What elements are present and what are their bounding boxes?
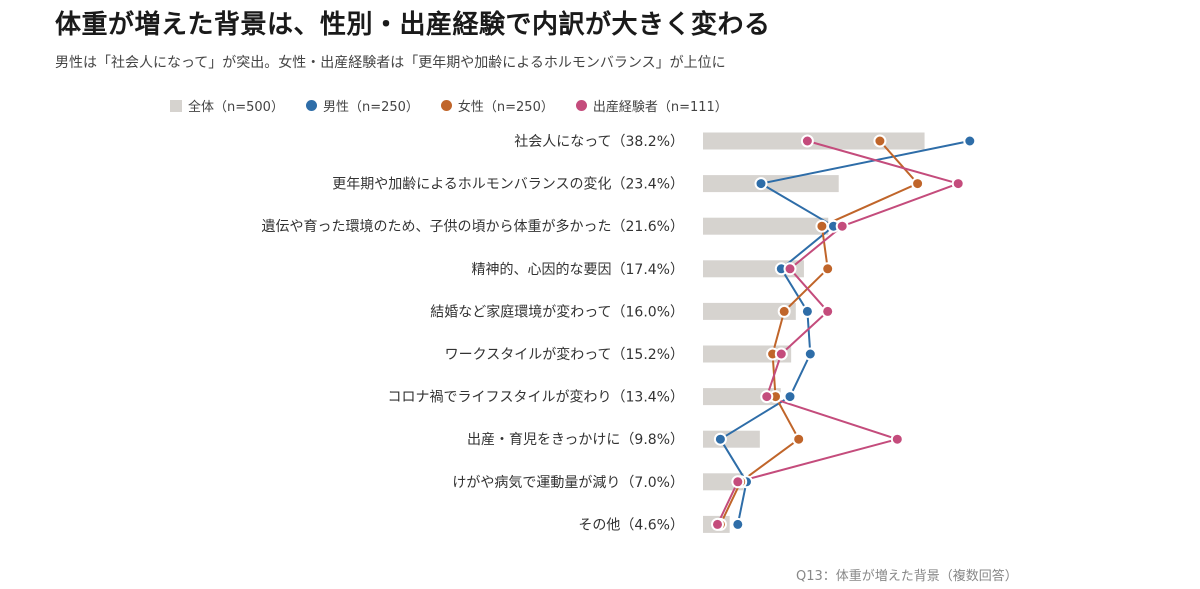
- bar-total: [703, 175, 839, 193]
- line-childbirth: [716, 140, 960, 525]
- line-female: [719, 140, 919, 525]
- legend-label-total: 全体（n=500）: [188, 100, 284, 115]
- point-childbirth: [821, 304, 835, 318]
- category-label: 社会人になって（38.2%）: [514, 134, 684, 150]
- point-male: [731, 517, 745, 531]
- point-childbirth: [835, 219, 849, 233]
- category-label: 遺伝や育った環境のため、子供の頃から体重が多かった（21.6%）: [262, 218, 684, 235]
- legend-item-female: 女性（n=250）: [440, 96, 554, 115]
- point-childbirth: [760, 390, 774, 404]
- line-male: [719, 140, 970, 525]
- point-female: [815, 219, 829, 233]
- legend-swatch-childbirth: [575, 100, 587, 111]
- point-childbirth: [731, 475, 745, 489]
- footnote: Q13：体重が増えた背景（複数回答）: [796, 569, 1018, 584]
- bar-total: [703, 217, 829, 235]
- point-female: [873, 134, 887, 148]
- bar-total: [703, 302, 796, 320]
- category-label: けがや病気で運動量が減り（7.0%）: [452, 474, 684, 491]
- category-label: 精神的、心因的な要因（17.4%）: [472, 262, 684, 278]
- legend-label-female: 女性（n=250）: [457, 100, 554, 115]
- point-male: [963, 134, 977, 148]
- point-childbirth: [774, 347, 788, 361]
- point-male: [754, 177, 768, 191]
- point-male: [803, 347, 817, 361]
- point-childbirth: [800, 134, 814, 148]
- legend-item-male: 男性（n=250）: [305, 96, 419, 115]
- point-childbirth: [711, 517, 724, 531]
- bar-total: [703, 388, 781, 406]
- category-label: その他（4.6%）: [578, 517, 684, 533]
- point-male: [713, 432, 727, 446]
- legend-label-male: 男性（n=250）: [322, 100, 419, 115]
- legend-swatch-female: [440, 100, 452, 111]
- chart-subtitle: 男性は「社会人になって」が突出。女性・出産経験者は「更年期や加齢によるホルモンバ…: [55, 55, 726, 71]
- legend-item-childbirth: 出産経験者（n=111）: [575, 96, 728, 115]
- point-male: [800, 304, 814, 318]
- category-label: 結婚など家庭環境が変わって（16.0%）: [430, 303, 684, 320]
- category-label: 更年期や加齢によるホルモンバランスの変化（23.4%）: [332, 176, 684, 193]
- legend-label-childbirth: 出産経験者（n=111）: [592, 100, 728, 115]
- chart-title: 体重が増えた背景は、性別・出産経験で内訳が大きく変わる: [55, 10, 771, 40]
- point-childbirth: [783, 262, 797, 276]
- legend-item-total: 全体（n=500）: [170, 96, 284, 115]
- point-childbirth: [951, 177, 965, 191]
- point-childbirth: [890, 432, 904, 446]
- point-female: [792, 432, 806, 446]
- legend-swatch-male: [305, 100, 317, 111]
- legend-swatch-total: [170, 99, 182, 112]
- point-male: [783, 390, 797, 404]
- legend: 全体（n=500） 男性（n=250） 女性（n=250） 出産経験者（n=11…: [170, 96, 728, 115]
- category-label: ワークスタイルが変わって（15.2%）: [445, 346, 684, 363]
- point-female: [911, 177, 925, 191]
- point-female: [821, 262, 835, 276]
- category-label: 出産・育児をきっかけに（9.8%）: [467, 432, 684, 448]
- category-label: コロナ禍でライフスタイルが変わり（13.4%）: [388, 389, 684, 406]
- point-female: [777, 304, 791, 318]
